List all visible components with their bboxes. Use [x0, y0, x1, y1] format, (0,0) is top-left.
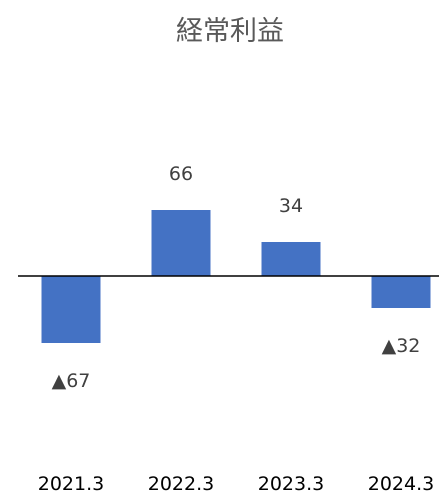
x-tick-labels-group: 2021.3 2022.3 2023.3 2024.3 [38, 473, 434, 495]
data-label-2021.3: ▲67 [52, 370, 91, 392]
bars-group [41, 210, 431, 343]
bar-2021.3 [41, 276, 101, 343]
x-tick-label-2022.3: 2022.3 [148, 473, 214, 495]
x-tick-label-2023.3: 2023.3 [258, 473, 324, 495]
data-label-2024.3: ▲32 [382, 335, 421, 357]
data-label-2023.3: 34 [279, 195, 303, 217]
chart-title: 経常利益 [176, 16, 284, 47]
data-labels-group: ▲67 66 34 ▲32 [52, 163, 421, 392]
data-label-2022.3: 66 [169, 163, 193, 185]
bar-2023.3 [261, 242, 321, 276]
bar-2024.3 [371, 276, 431, 308]
x-tick-label-2024.3: 2024.3 [368, 473, 434, 495]
x-tick-label-2021.3: 2021.3 [38, 473, 104, 495]
bar-2022.3 [151, 210, 211, 276]
